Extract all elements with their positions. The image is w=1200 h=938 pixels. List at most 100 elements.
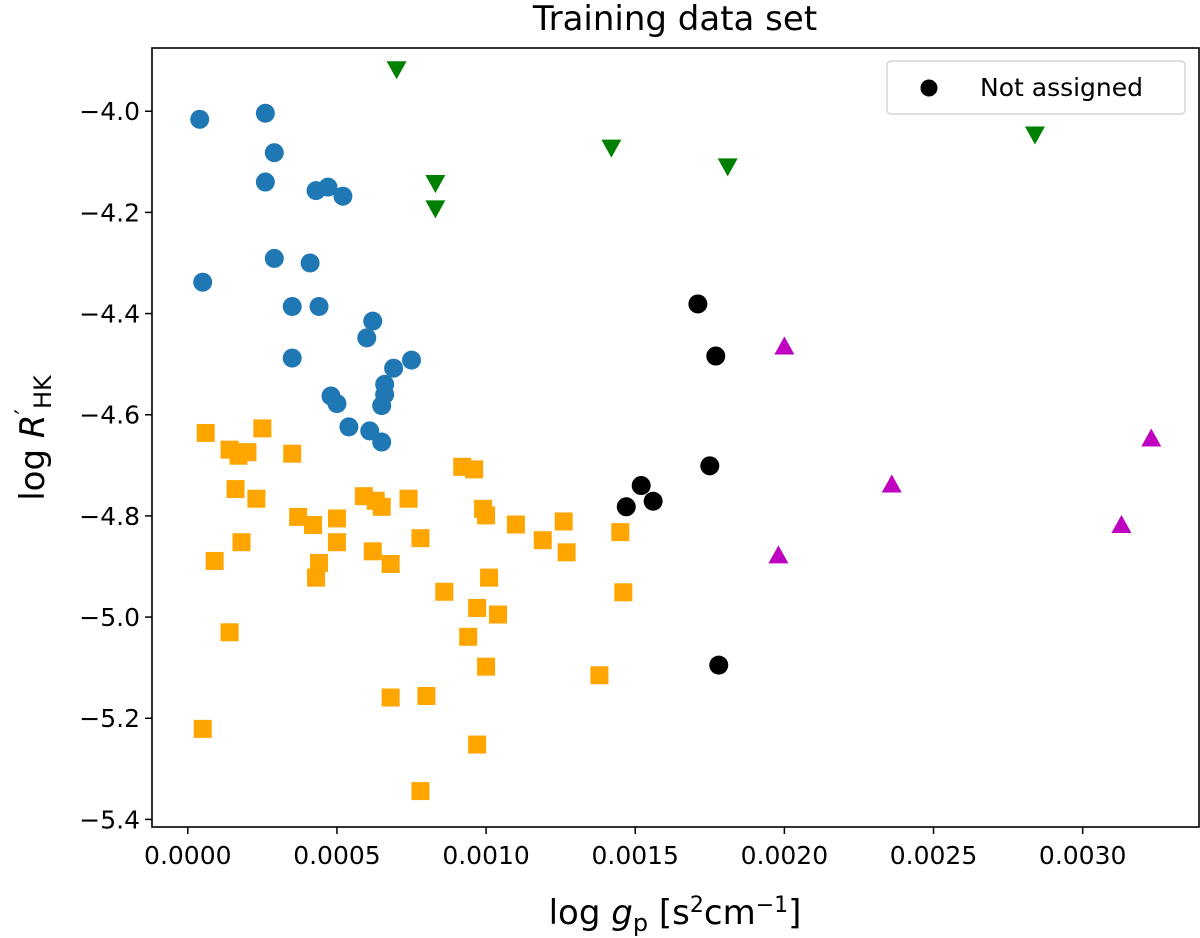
legend: Not assigned xyxy=(886,60,1186,115)
blue-circles-point xyxy=(360,421,380,441)
legend-marker-not-assigned xyxy=(920,79,938,97)
not-assigned-point xyxy=(688,294,708,314)
x-tick-label: 0.0025 xyxy=(890,841,977,870)
y-axis: −4.0 −4.2 −4.4 −4.6 −4.8 −5.0 −5.2 −5.4 xyxy=(79,97,152,834)
y-tick-label: −4.4 xyxy=(79,300,140,329)
blue-circles-point xyxy=(339,417,359,437)
orange-squares-point xyxy=(417,686,436,705)
orange-squares-point xyxy=(381,554,400,573)
x-tick-label: 0.0010 xyxy=(442,841,529,870)
not-assigned-point xyxy=(643,491,663,511)
blue-circles-point xyxy=(309,296,329,316)
y-tick-label: −4.6 xyxy=(79,401,140,430)
orange-squares-point xyxy=(196,423,215,442)
blue-circles-point xyxy=(327,394,347,414)
x-tick-label: 0.0015 xyxy=(591,841,678,870)
x-axis-label: log gp [s2cm−1] xyxy=(549,893,802,937)
blue-circles-point xyxy=(402,350,422,370)
orange-squares-point xyxy=(399,489,418,508)
orange-squares-point xyxy=(193,719,212,738)
blue-circles-point xyxy=(193,272,213,292)
blue-circles-point xyxy=(357,328,377,348)
series-orange-squares xyxy=(193,419,633,801)
blue-circles-point xyxy=(255,172,275,192)
series-blue-circles xyxy=(190,103,422,452)
orange-squares-point xyxy=(205,551,224,570)
y-tick-label: −4.8 xyxy=(79,502,140,531)
y-tick-label: −5.2 xyxy=(79,704,140,733)
series-not-assigned xyxy=(616,294,729,675)
not-assigned-point xyxy=(709,655,729,675)
not-assigned-point xyxy=(616,497,636,517)
orange-squares-point xyxy=(489,605,508,624)
blue-circles-point xyxy=(372,432,392,452)
y-tick-label: −4.2 xyxy=(79,198,140,227)
x-axis: 0.0000 0.0005 0.0010 0.0015 0.0020 0.0025 0.00… xyxy=(144,827,1126,870)
blue-circles-point xyxy=(300,253,320,273)
legend-box xyxy=(886,60,1186,115)
blue-circles-point xyxy=(264,248,284,268)
orange-squares-point xyxy=(468,598,487,617)
not-assigned-point xyxy=(706,346,726,366)
not-assigned-point xyxy=(700,456,720,476)
orange-squares-point xyxy=(468,735,487,754)
green-down-triangles-point xyxy=(601,139,622,158)
blue-circles-point xyxy=(318,177,338,197)
orange-squares-point xyxy=(554,512,573,531)
orange-squares-point xyxy=(363,542,382,561)
not-assigned-point xyxy=(631,476,651,496)
orange-squares-point xyxy=(304,516,323,535)
magenta-up-triangles-point xyxy=(768,545,789,564)
orange-squares-point xyxy=(590,666,609,685)
x-tick-label: 0.0000 xyxy=(144,841,231,870)
blue-circles-point xyxy=(264,143,284,163)
series-magenta-up-triangles xyxy=(768,336,1162,564)
orange-squares-point xyxy=(477,506,496,525)
green-down-triangles-point xyxy=(425,175,446,194)
magenta-up-triangles-point xyxy=(774,336,795,355)
orange-squares-point xyxy=(614,583,633,602)
blue-circles-point xyxy=(363,311,383,331)
orange-squares-point xyxy=(611,523,630,542)
orange-squares-point xyxy=(238,443,257,462)
green-down-triangles-point xyxy=(1024,126,1045,145)
plot-area xyxy=(190,61,1162,801)
orange-squares-point xyxy=(307,568,326,587)
magenta-up-triangles-point xyxy=(881,474,902,493)
orange-squares-point xyxy=(477,657,496,676)
green-down-triangles-point xyxy=(386,61,407,80)
blue-circles-point xyxy=(282,348,302,368)
orange-squares-point xyxy=(533,531,552,550)
orange-squares-point xyxy=(327,509,346,528)
blue-circles-point xyxy=(190,109,210,129)
green-down-triangles-point xyxy=(425,200,446,219)
orange-squares-point xyxy=(506,515,525,534)
blue-circles-point xyxy=(375,374,395,394)
orange-squares-point xyxy=(480,568,499,587)
orange-squares-point xyxy=(232,533,251,552)
orange-squares-point xyxy=(411,529,430,548)
magenta-up-triangles-point xyxy=(1111,515,1132,534)
orange-squares-point xyxy=(459,627,478,646)
y-tick-label: −5.4 xyxy=(79,805,140,834)
blue-circles-point xyxy=(384,358,404,378)
y-tick-label: −5.0 xyxy=(79,603,140,632)
x-tick-label: 0.0030 xyxy=(1039,841,1126,870)
orange-squares-point xyxy=(289,507,308,526)
chart-title: Training data set xyxy=(532,0,817,39)
magenta-up-triangles-point xyxy=(1141,428,1162,447)
orange-squares-point xyxy=(283,444,302,463)
legend-label-not-assigned: Not assigned xyxy=(980,73,1143,102)
orange-squares-point xyxy=(327,533,346,552)
orange-squares-point xyxy=(465,460,484,479)
orange-squares-point xyxy=(435,582,454,601)
orange-squares-point xyxy=(557,543,576,562)
blue-circles-point xyxy=(255,103,275,123)
orange-squares-point xyxy=(310,553,329,572)
y-tick-label: −4.0 xyxy=(79,97,140,126)
orange-squares-point xyxy=(372,497,391,516)
orange-squares-point xyxy=(226,480,245,499)
orange-squares-point xyxy=(253,419,272,438)
plot-frame xyxy=(151,47,1200,828)
